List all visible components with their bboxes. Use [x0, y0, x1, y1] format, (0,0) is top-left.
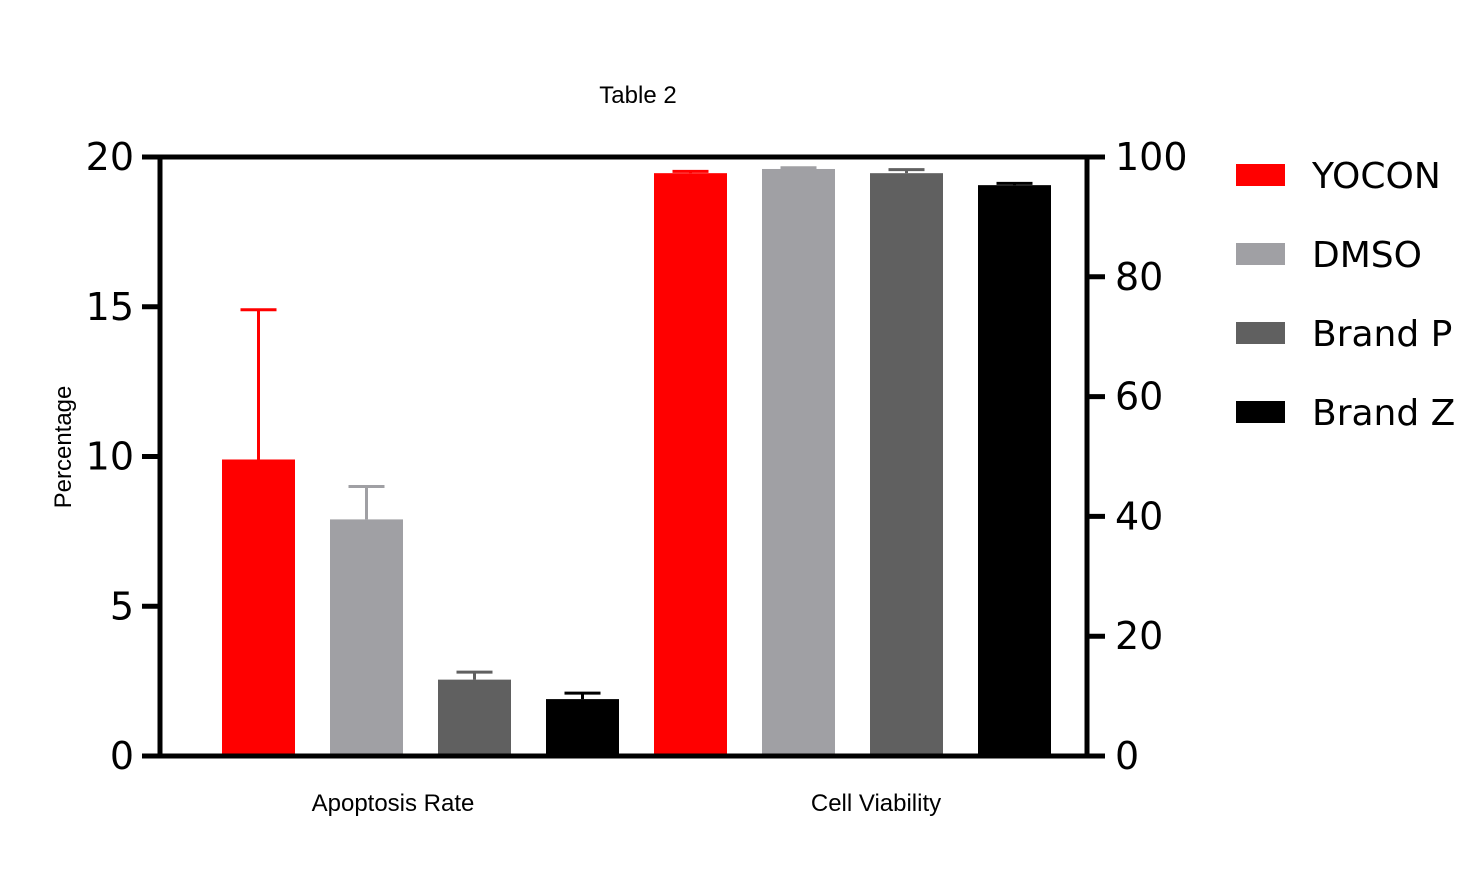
legend-label: DMSO [1312, 235, 1422, 276]
legend: YOCON DMSO Brand P Brand Z [1236, 156, 1455, 434]
bar-brand-p-apoptosis-rate [438, 679, 511, 756]
y-axis-label: Percentage [50, 386, 77, 509]
bar-brand-z-cell-viability [978, 185, 1051, 756]
bar-yocon-cell-viability [654, 173, 727, 757]
left-tick-label: 15 [86, 285, 134, 329]
right-tick-label: 60 [1115, 375, 1163, 419]
right-tick-label: 20 [1115, 614, 1163, 658]
bar-brand-z-apoptosis-rate [546, 699, 619, 756]
bar-dmso-apoptosis-rate [330, 519, 403, 756]
left-tick-label: 10 [86, 435, 134, 479]
left-tick-label: 20 [86, 135, 134, 179]
legend-swatch [1236, 243, 1285, 265]
legend-label: YOCON [1311, 156, 1441, 197]
category-labels: Apoptosis Rate Cell Viability [312, 790, 942, 817]
right-tick-label: 100 [1115, 135, 1188, 179]
legend-swatch [1236, 401, 1285, 423]
legend-label: Brand P [1312, 314, 1452, 355]
left-tick-label: 0 [110, 734, 134, 778]
axes-group: 0 5 10 15 20 0 20 40 60 80 100 [86, 135, 1188, 778]
right-tick-label: 0 [1115, 734, 1139, 778]
bar-yocon-apoptosis-rate [222, 459, 295, 756]
right-tick-label: 40 [1115, 494, 1163, 538]
legend-label: Brand Z [1312, 393, 1455, 434]
category-label: Cell Viability [811, 790, 941, 817]
bar-brand-p-cell-viability [870, 173, 943, 757]
bars-group [222, 166, 1051, 757]
left-tick-label: 5 [110, 584, 134, 628]
legend-swatch [1236, 164, 1285, 186]
right-tick-label: 80 [1115, 255, 1163, 299]
category-label: Apoptosis Rate [312, 790, 475, 817]
bar-dmso-cell-viability [762, 168, 835, 757]
chart-title: Table 2 [599, 82, 676, 109]
legend-swatch [1236, 322, 1285, 344]
